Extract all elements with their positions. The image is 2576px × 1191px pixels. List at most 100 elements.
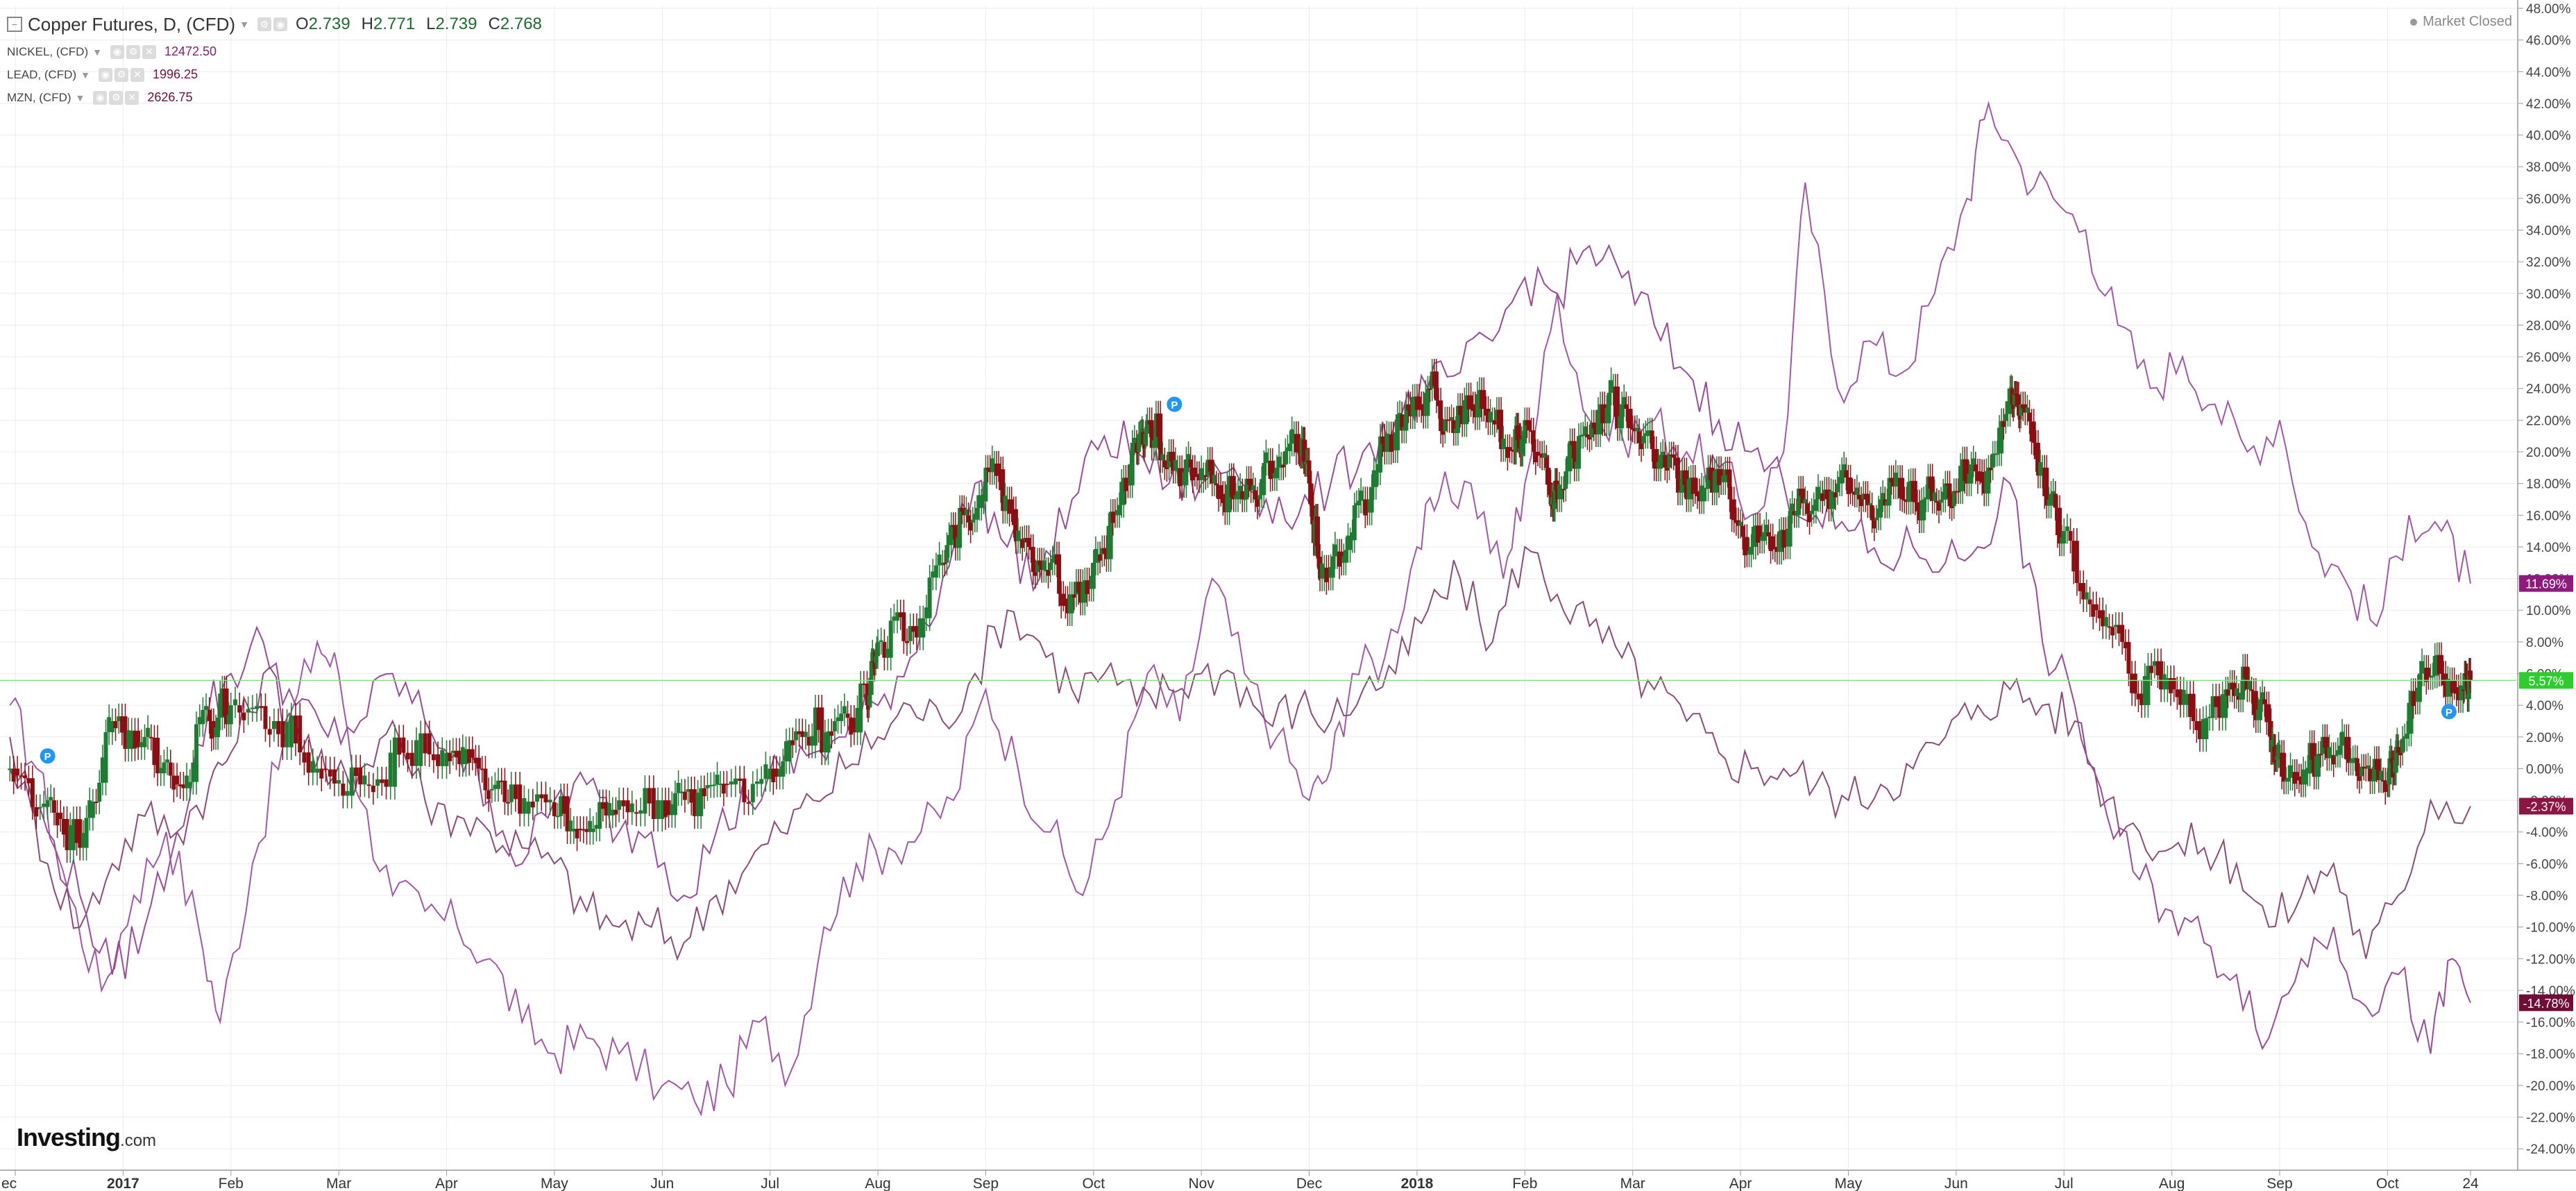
candle-body (1704, 487, 1709, 489)
candle-body (280, 720, 285, 747)
p-marker-icon[interactable]: P (1167, 396, 1183, 412)
y-tick-label: 42.00% (2526, 97, 2571, 112)
candle-body (1975, 471, 1980, 482)
candle-body (1162, 460, 1167, 468)
candle-body (1695, 491, 1700, 496)
candle-body (774, 768, 779, 777)
candle-body (2038, 462, 2043, 476)
candle-body (1980, 472, 1985, 483)
y-tick-label: -24.00% (2526, 1142, 2575, 1157)
candle-body (983, 467, 988, 502)
legend-row-mzn[interactable]: MZN, (CFD) ▼ ◉ ⚙ ✕ 2626.75 (7, 86, 553, 109)
candle-body (1013, 509, 1018, 541)
close-icon[interactable]: ✕ (125, 90, 139, 105)
close-icon[interactable]: ✕ (130, 67, 144, 82)
x-tick-label: Oct (1082, 1176, 1105, 1191)
candle-body (1613, 386, 1618, 417)
p-marker-letter: P (2446, 707, 2452, 718)
candle-body (1652, 449, 1656, 468)
candle-body (129, 730, 134, 750)
candle-body (1240, 491, 1245, 500)
visibility-icon[interactable]: ◉ (110, 44, 124, 59)
candle-body (1112, 512, 1117, 516)
candle-body (1050, 558, 1055, 563)
close-icon[interactable]: ✕ (142, 44, 156, 59)
y-tick-label: 4.00% (2526, 699, 2564, 713)
candle-body (1071, 594, 1076, 598)
legend-name[interactable]: LEAD, (CFD) (7, 67, 77, 81)
candle-body (1445, 419, 1450, 421)
collapse-icon[interactable]: − (7, 17, 22, 32)
candle-body (1568, 441, 1573, 472)
candle-body (1270, 460, 1275, 479)
main-symbol-label[interactable]: Copper Futures, D, (CFD) (28, 13, 236, 35)
candle-body (686, 789, 690, 792)
chevron-down-icon[interactable]: ▼ (80, 69, 90, 81)
candle-body (1552, 480, 1557, 509)
candle-body (158, 768, 163, 774)
candle-body (1432, 371, 1437, 387)
candle-body (552, 802, 557, 816)
chevron-down-icon[interactable]: ▼ (75, 92, 85, 103)
candle-body (2284, 779, 2289, 782)
candle-body (2130, 673, 2135, 693)
settings-icon[interactable]: ⚙ (257, 17, 271, 31)
candle-body (1827, 489, 1831, 509)
price-axis[interactable]: 48.00% 46.00% 44.00% 42.00% 40.00% 38.00% 36.0… (2517, 0, 2575, 1170)
candle-body (2228, 682, 2232, 690)
p-marker-icon[interactable]: P (40, 748, 56, 764)
candle-body (1046, 570, 1051, 576)
settings-icon[interactable]: ⚙ (109, 90, 124, 105)
visibility-icon[interactable]: ◉ (93, 90, 108, 105)
candle-body (1859, 499, 1864, 507)
candle-body (1210, 459, 1214, 484)
candle-body (1184, 459, 1189, 486)
candle-body (1874, 517, 1879, 521)
candle-body (78, 819, 83, 848)
candle-body (1309, 483, 1314, 506)
candle-body (629, 803, 634, 813)
candle-body (2368, 768, 2373, 782)
candle-body (793, 731, 798, 741)
candle-body (8, 768, 12, 770)
candle-body (2362, 766, 2366, 768)
candle-body (937, 554, 942, 566)
settings-icon[interactable]: ⚙ (126, 44, 140, 59)
candle-body (1223, 493, 1228, 513)
candle-body (2319, 754, 2323, 756)
candle-body (806, 736, 811, 746)
candle-body (1986, 467, 1991, 494)
p-marker-icon[interactable]: P (2441, 704, 2457, 720)
time-axis[interactable]: ec 2017 Feb Mar Apr May Jun Jul Aug Sep Oct Nov Dec 2… (0, 1169, 2576, 1191)
legend-main-row[interactable]: − Copper Futures, D, (CFD) ▼ ⚙ ◉ O2.739 … (7, 8, 553, 40)
candle-body (836, 717, 840, 721)
candle-body (1201, 475, 1206, 480)
chevron-down-icon[interactable]: ▼ (92, 46, 102, 58)
candle-body (1236, 491, 1241, 500)
candle-body (1048, 562, 1053, 571)
chevron-down-icon[interactable]: ▼ (239, 19, 249, 30)
candle-body (2081, 583, 2086, 600)
candle-body (594, 825, 599, 829)
candle-body (1464, 395, 1469, 425)
candle-body (1078, 582, 1083, 603)
candle-body (871, 661, 876, 664)
candle-body (1721, 475, 1726, 482)
legend-name[interactable]: MZN, (CFD) (7, 90, 71, 104)
candle-body (2305, 768, 2310, 774)
candle-body (146, 727, 151, 737)
y-tick-label: 40.00% (2526, 129, 2571, 144)
legend-name[interactable]: NICKEL, (CFD) (7, 44, 89, 58)
candle-body (1371, 470, 1376, 487)
candle-body (1229, 475, 1234, 498)
settings-icon[interactable]: ⚙ (114, 67, 128, 82)
candle-body (1412, 396, 1417, 416)
candle-body (2340, 732, 2345, 746)
visibility-icon[interactable]: ◉ (98, 67, 112, 82)
candle-body (1096, 554, 1101, 563)
legend-row-lead[interactable]: LEAD, (CFD) ▼ ◉ ⚙ ✕ 1996.25 (7, 63, 553, 86)
visibility-icon[interactable]: ◉ (273, 17, 287, 31)
legend-row-nickel[interactable]: NICKEL, (CFD) ▼ ◉ ⚙ ✕ 12472.50 (7, 40, 553, 63)
candle-body (1373, 472, 1378, 487)
